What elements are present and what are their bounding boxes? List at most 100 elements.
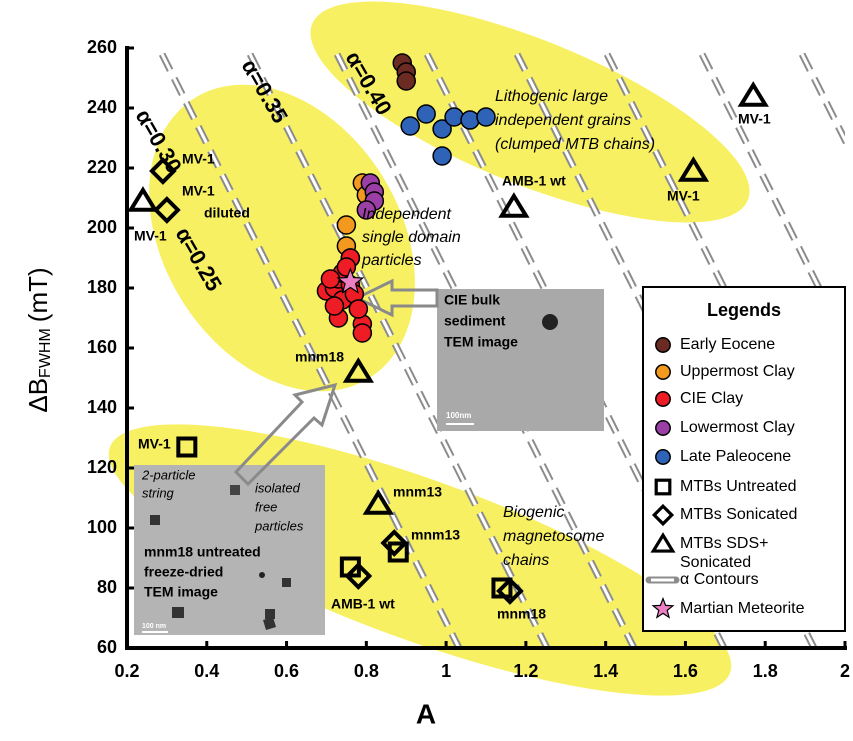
legend-label-box: MTBs Sonicated — [680, 505, 842, 527]
annotation: freeze-dried — [144, 564, 223, 580]
annotation: string — [142, 485, 175, 500]
particle — [172, 607, 184, 618]
legend-label: Lowermost Clay — [680, 418, 842, 437]
annotation: TEM image — [444, 334, 518, 350]
point-label: MV-1 — [134, 228, 167, 244]
annotation: (clumped MTB chains) — [495, 136, 655, 153]
point-label: MV-1 — [738, 111, 771, 127]
legend-label-box: Early Eocene — [680, 335, 842, 357]
y-tick-label: 260 — [87, 37, 117, 57]
legend-label: Late Paleocene — [680, 447, 842, 466]
point-label: mnm18 — [295, 349, 344, 365]
y-tick-label: 220 — [87, 157, 117, 177]
legend: Legends Early Eocene Uppermost Clay CIE Cl… — [643, 287, 845, 643]
x-tick-label: 0.4 — [194, 661, 219, 681]
y-tick-label: 60 — [97, 637, 117, 657]
annotation: sediment — [444, 313, 506, 329]
annotation: magnetosome — [503, 528, 604, 545]
particle — [265, 609, 275, 619]
point-label: AMB-1 wt — [331, 596, 395, 612]
annotation: single domain — [362, 229, 461, 246]
y-tick-label: 240 — [87, 97, 117, 117]
y-tick-label: 180 — [87, 277, 117, 297]
annotation: 100nm — [446, 411, 471, 420]
point — [325, 297, 343, 315]
point — [445, 108, 463, 126]
y-tick-label: 100 — [87, 517, 117, 537]
annotation: CIE bulk — [444, 292, 500, 308]
x-tick-label: 2 — [840, 661, 850, 681]
point — [397, 72, 415, 90]
legend-label-box: CIE Clay — [680, 389, 842, 411]
point — [321, 270, 339, 288]
legend-label: CIE Clay — [680, 389, 842, 408]
legend-label: Martian Meteorite — [680, 599, 842, 618]
legend-label: Early Eocene — [680, 335, 842, 354]
legend-symbol — [656, 365, 670, 379]
annotation: particles — [254, 518, 304, 533]
legend-label-box: Martian Meteorite — [680, 599, 842, 643]
particle — [542, 314, 558, 330]
tem-image — [437, 289, 604, 431]
y-tick-label: 120 — [87, 457, 117, 477]
chart: A ΔBFWHM (mT) Legends Early Eocene Uppermo… — [0, 0, 853, 736]
legend-symbol — [656, 338, 670, 352]
annotation: TEM image — [144, 584, 218, 600]
annotation: free — [255, 499, 277, 514]
y-tick-label: 80 — [97, 577, 117, 597]
legend-symbol — [656, 450, 670, 464]
point-label: mnm18 — [497, 606, 546, 622]
x-axis-title: A — [416, 698, 436, 729]
x-tick-label: 1.4 — [593, 661, 618, 681]
particle — [259, 572, 265, 578]
point — [417, 105, 435, 123]
legend-label-box: Lowermost Clay — [680, 418, 842, 440]
legend-label-box: Late Paleocene — [680, 447, 842, 469]
annotation: Independent — [362, 206, 452, 223]
legend-label: α Contours — [680, 570, 842, 589]
legend-label-box: MTBs Untreated — [680, 477, 842, 499]
point — [461, 111, 479, 129]
annotation: independent grains — [495, 112, 631, 129]
y-axis-title-sub: FWHM — [37, 328, 54, 378]
point-label: MV-1 — [667, 188, 700, 204]
annotation: chains — [503, 552, 549, 569]
point — [349, 300, 367, 318]
point-label: MV-1 — [138, 436, 171, 452]
annotation: isolated — [255, 480, 301, 495]
point — [337, 258, 355, 276]
x-tick-label: 1.8 — [753, 661, 778, 681]
tem-image-frame — [437, 289, 604, 431]
x-tick-label: 1.2 — [513, 661, 538, 681]
point-label: MV-1 — [182, 183, 215, 199]
point — [337, 216, 355, 234]
particle — [230, 485, 240, 495]
y-tick-label: 160 — [87, 337, 117, 357]
legend-label-box: Uppermost Clay — [680, 362, 842, 384]
annotation: mnm18 untreated — [144, 544, 261, 560]
legend-title: Legends — [707, 300, 781, 320]
legend-symbol — [656, 421, 670, 435]
legend-label-box: α Contours — [680, 570, 842, 592]
annotation: Lithogenic large — [495, 88, 608, 105]
particle — [282, 578, 291, 587]
particle — [150, 515, 160, 525]
legend-label: MTBs Sonicated — [680, 505, 842, 524]
point-label: diluted — [204, 205, 250, 221]
point — [401, 117, 419, 135]
annotation: 2-particle — [141, 467, 195, 482]
legend-label: MTBs Untreated — [680, 477, 842, 496]
point — [433, 147, 451, 165]
point — [477, 108, 495, 126]
point — [353, 324, 371, 342]
annotation: 100 nm — [142, 623, 166, 630]
x-tick-label: 1 — [441, 661, 451, 681]
annotation: particles — [361, 252, 422, 269]
y-axis-title-unit: (mT) — [23, 267, 53, 322]
x-tick-label: 0.2 — [114, 661, 139, 681]
point-label: AMB-1 wt — [502, 173, 566, 189]
y-axis-title: ΔBFWHM (mT) — [23, 267, 54, 412]
point-label: mnm13 — [411, 527, 460, 543]
point-label: mnm13 — [393, 484, 442, 500]
y-axis-title-main: ΔB — [23, 378, 53, 413]
